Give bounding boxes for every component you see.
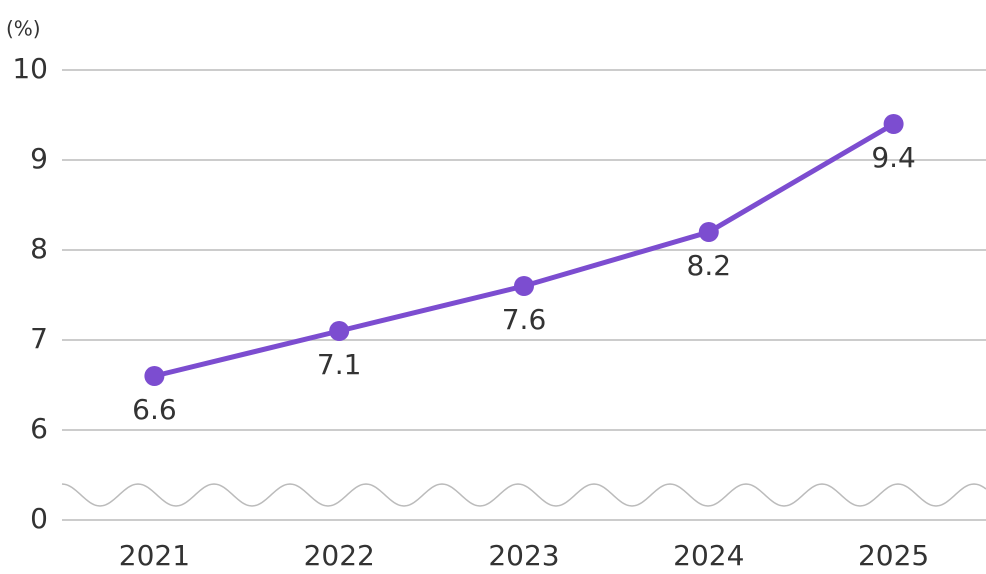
y-tick-label: 10 [12,52,48,85]
y-tick-label: 9 [30,142,48,175]
axis-break-mask [62,470,986,514]
point [883,114,904,134]
point [698,222,719,242]
x-tick-label: 2023 [488,539,559,572]
point [329,321,350,341]
x-tick-label: 2021 [119,539,190,572]
data-label: 7.6 [502,303,547,336]
point [144,366,165,386]
data-label: 6.6 [132,393,177,426]
y-tick-label: 6 [30,412,48,445]
axis-break [61,483,986,507]
y-tick-label: 7 [30,322,48,355]
x-tick-label: 2024 [673,539,744,572]
data-label: 9.4 [871,141,916,174]
y-tick-label: 0 [30,502,48,535]
y-axis-unit: (%) [6,17,41,41]
data-label: 7.1 [317,348,362,381]
data-label: 8.2 [687,249,732,282]
x-tick-label: 2025 [858,539,929,572]
y-tick-label: 8 [30,232,48,265]
point [514,276,534,296]
x-tick-label: 2022 [304,539,375,572]
